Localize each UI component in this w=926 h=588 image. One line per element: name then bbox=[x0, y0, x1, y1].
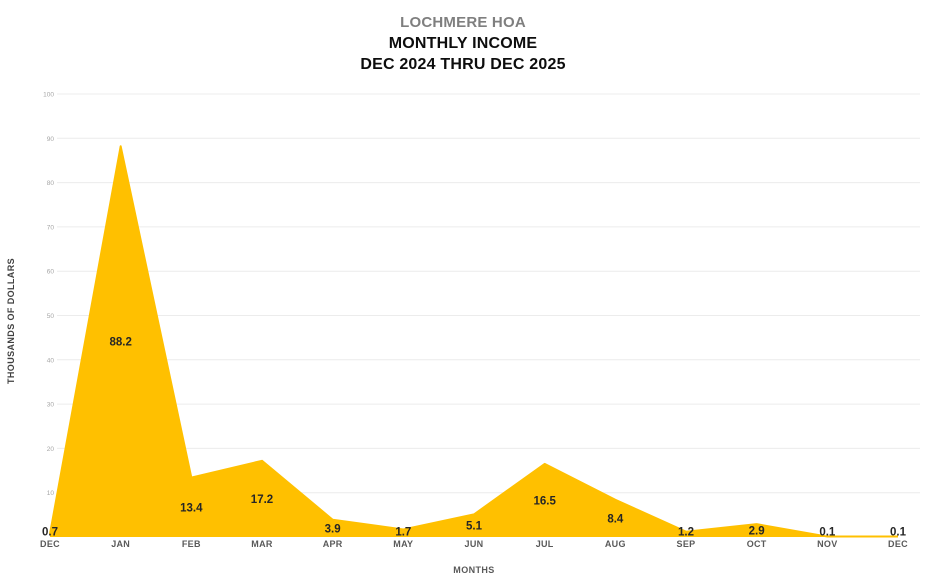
data-label: 5.1 bbox=[466, 521, 483, 533]
x-tick-label: JAN bbox=[111, 539, 130, 549]
y-tick-label: 60 bbox=[47, 269, 55, 276]
data-label: 0.1 bbox=[890, 527, 907, 539]
y-tick-label: 80 bbox=[47, 180, 55, 187]
data-label: 13.4 bbox=[180, 502, 203, 514]
x-tick-label: OCT bbox=[747, 539, 767, 549]
y-tick-label: 10 bbox=[47, 490, 55, 497]
data-label: 17.2 bbox=[251, 494, 273, 506]
area-series-edge bbox=[49, 145, 898, 538]
data-label: 1.2 bbox=[678, 527, 694, 539]
area-series bbox=[50, 146, 898, 538]
y-tick-label: 70 bbox=[47, 224, 55, 231]
chart-title-block: LOCHMERE HOA MONTHLY INCOME DEC 2024 THR… bbox=[0, 12, 926, 75]
x-tick-label: JUN bbox=[465, 539, 484, 549]
y-tick-label: 20 bbox=[47, 446, 55, 453]
chart-title-line1: LOCHMERE HOA bbox=[400, 14, 526, 31]
data-label: 2.9 bbox=[749, 526, 765, 538]
data-label: 8.4 bbox=[607, 513, 624, 525]
data-label: 16.5 bbox=[533, 495, 556, 507]
y-tick-label: 100 bbox=[43, 92, 54, 99]
x-tick-label: SEP bbox=[677, 539, 696, 549]
data-label: 0.1 bbox=[819, 527, 836, 539]
y-tick-label: 30 bbox=[47, 402, 55, 409]
data-label: 1.7 bbox=[395, 527, 411, 539]
data-label: 88.2 bbox=[109, 337, 131, 349]
x-tick-label: JUL bbox=[536, 539, 554, 549]
x-tick-label: FEB bbox=[182, 539, 201, 549]
chart-title-line2: MONTHLY INCOME bbox=[388, 35, 538, 52]
x-tick-label: MAY bbox=[393, 539, 413, 549]
x-tick-label: MAR bbox=[251, 539, 273, 549]
x-tick-label: DEC bbox=[40, 539, 60, 549]
chart-title-line3: DEC 2024 THRU DEC 2025 bbox=[360, 56, 566, 73]
y-tick-label: 50 bbox=[47, 313, 55, 320]
x-tick-label: DEC bbox=[888, 539, 908, 549]
data-label: 3.9 bbox=[325, 523, 341, 535]
y-tick-label: 40 bbox=[47, 357, 55, 364]
data-label: 0.7 bbox=[42, 527, 58, 539]
x-tick-label: AUG bbox=[605, 539, 626, 549]
x-tick-label: APR bbox=[323, 539, 343, 549]
y-tick-label: 90 bbox=[47, 136, 55, 143]
x-tick-label: NOV bbox=[817, 539, 837, 549]
x-axis-title: MONTHS bbox=[453, 565, 495, 575]
